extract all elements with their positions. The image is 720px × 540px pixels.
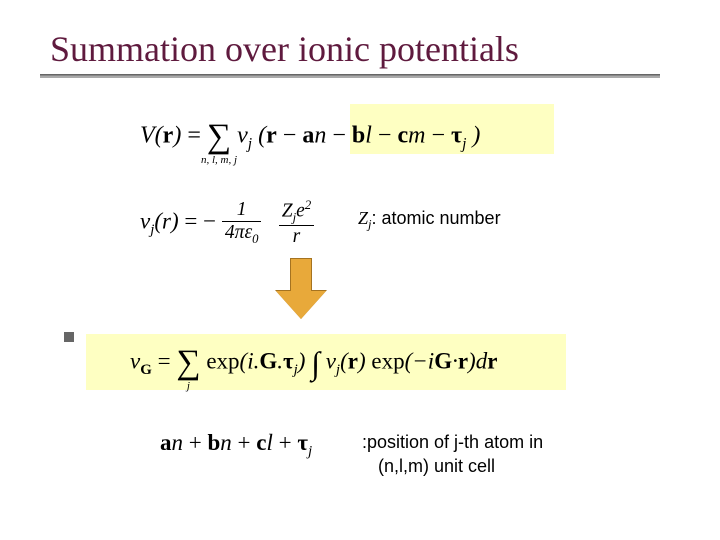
eq2-zero: 0: [252, 232, 258, 246]
eq2-pi: π: [235, 222, 245, 243]
eq2-frac2: Zje2 r: [279, 198, 314, 248]
eq2-sq: 2: [305, 198, 311, 212]
eq3-vj: j: [336, 362, 340, 378]
annot-pos-line2: (n,l,m) unit cell: [362, 454, 543, 478]
sigma-icon: ∑n, l, m, j: [207, 118, 231, 156]
eq2-r-den: r: [293, 226, 301, 247]
eq4-j: j: [308, 444, 312, 460]
down-arrow-icon: [276, 258, 326, 322]
eq4-b: b: [207, 430, 220, 455]
eq4-n: n: [172, 430, 184, 455]
eq1-a: a: [302, 123, 314, 149]
eq2-j: j: [150, 222, 154, 238]
eq3-r2: r: [458, 348, 468, 373]
eq3-d: d: [476, 348, 488, 373]
eq3-r: r: [348, 348, 358, 373]
eq4-l: l: [266, 430, 272, 455]
eq4-a: a: [160, 430, 172, 455]
eq3-G: G: [140, 362, 152, 378]
eq3-exp2: exp: [371, 348, 404, 373]
eq2-four: 4: [225, 222, 235, 243]
annotation-zj: Zj: atomic number: [358, 208, 501, 233]
title-underline: [40, 74, 660, 78]
eq3-G2: G: [259, 348, 277, 373]
eq2-Z: Z: [282, 201, 293, 222]
eq3-tau: τ: [283, 348, 294, 373]
eq1-tau: τ: [451, 123, 462, 149]
eq3-v: v: [326, 348, 336, 373]
eq2-r: r: [162, 209, 171, 234]
eq3-sumj: j: [187, 380, 190, 392]
annot-zj-text: : atomic number: [372, 208, 501, 228]
eq3-G3: G: [434, 348, 452, 373]
eq2-e: e: [296, 201, 305, 222]
eq1-j: j: [248, 135, 252, 152]
slide: Summation over ionic potentials V(r) = ∑…: [0, 0, 720, 540]
page-title: Summation over ionic potentials: [50, 28, 670, 70]
eq2-eps: ε: [244, 222, 252, 243]
eq1-n: n: [314, 123, 326, 149]
eq1-l: l: [365, 123, 372, 149]
bullet-icon: [64, 332, 74, 342]
eq4-c: c: [256, 430, 266, 455]
eq1-m: m: [408, 123, 425, 149]
eq4-tau: τ: [297, 430, 308, 455]
eq1-tauj: j: [462, 135, 466, 152]
annot-pos-line1: :position of j-th atom in: [362, 430, 543, 454]
eq3-r3: r: [487, 348, 497, 373]
equation-1: V(r) = ∑n, l, m, j vj (r − an − bl − cm …: [140, 118, 480, 156]
eq3-tauj: j: [294, 362, 298, 378]
eq3-i1: i: [247, 348, 253, 373]
eq3-exp1: exp: [206, 348, 239, 373]
equation-2: vj(r) = − 1 4πε0 Zje2 r: [140, 198, 314, 248]
annotation-position: :position of j-th atom in (n,l,m) unit c…: [362, 430, 543, 479]
annot-Z: Z: [358, 208, 368, 228]
eq1-c: c: [397, 123, 408, 149]
eq1-b: b: [352, 123, 365, 149]
eq2-frac1: 1 4πε0: [222, 199, 262, 247]
eq2-frac1-num: 1: [237, 199, 247, 220]
equation-3: νG = ∑j exp(i.G.τj) ∫ vj(r) exp(−iG·r)dr: [130, 344, 497, 382]
eq1-r: r: [163, 123, 174, 149]
eq1-V: V: [140, 123, 155, 149]
equation-4: an + bn + cl + τj: [160, 430, 312, 461]
sigma-icon-2: ∑j: [176, 344, 200, 382]
eq4-n2: n: [220, 430, 232, 455]
eq1-r2: r: [266, 123, 277, 149]
eq1-sum-indices: n, l, m, j: [201, 154, 237, 166]
eq2-v: v: [140, 209, 150, 234]
eq1-v: v: [237, 123, 248, 149]
integral-icon: ∫: [311, 345, 320, 382]
eq3-nu: ν: [130, 348, 140, 373]
